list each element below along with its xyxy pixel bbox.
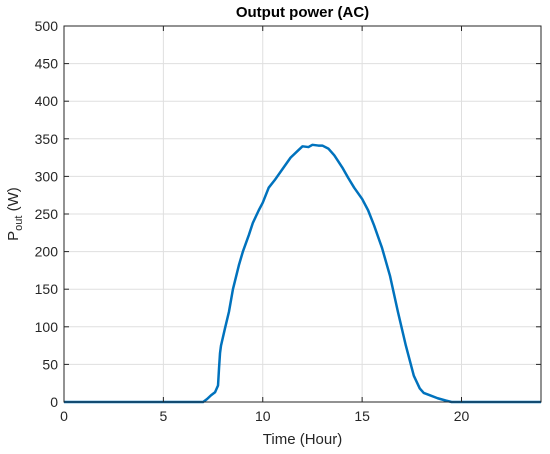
y-axis-title-subscript: out bbox=[13, 216, 25, 231]
y-tick-label: 400 bbox=[35, 93, 59, 109]
y-tick-label: 50 bbox=[42, 356, 58, 372]
x-axis-title: Time (Hour) bbox=[263, 431, 342, 448]
y-tick-label: 500 bbox=[35, 18, 59, 34]
y-tick-label: 300 bbox=[35, 168, 59, 184]
x-tick-label: 15 bbox=[354, 408, 370, 424]
y-axis-title: Pout (W) bbox=[5, 187, 25, 241]
x-tick-label: 20 bbox=[454, 408, 470, 424]
series-layer bbox=[64, 143, 541, 404]
x-tick-label: 0 bbox=[60, 408, 68, 424]
chart-title: Output power (AC) bbox=[236, 4, 369, 21]
y-tick-label: 150 bbox=[35, 281, 59, 297]
x-tick-labels: 0 5 10 15 20 bbox=[60, 408, 469, 424]
grid-lines bbox=[64, 26, 541, 402]
y-tick-label: 0 bbox=[50, 394, 58, 410]
y-tick-label: 100 bbox=[35, 319, 59, 335]
y-axis-title-main: P bbox=[5, 231, 22, 241]
series-line bbox=[64, 143, 541, 404]
y-tick-label: 450 bbox=[35, 56, 59, 72]
x-tick-label: 5 bbox=[159, 408, 167, 424]
ticks bbox=[63, 25, 541, 403]
y-axis-title-unit: (W) bbox=[5, 187, 22, 215]
y-tick-labels: 0 50 100 150 200 250 300 350 400 450 500 bbox=[35, 18, 59, 410]
y-tick-label: 250 bbox=[35, 206, 59, 222]
x-tick-label: 10 bbox=[255, 408, 271, 424]
y-tick-label: 200 bbox=[35, 244, 59, 260]
y-tick-label: 350 bbox=[35, 131, 59, 147]
